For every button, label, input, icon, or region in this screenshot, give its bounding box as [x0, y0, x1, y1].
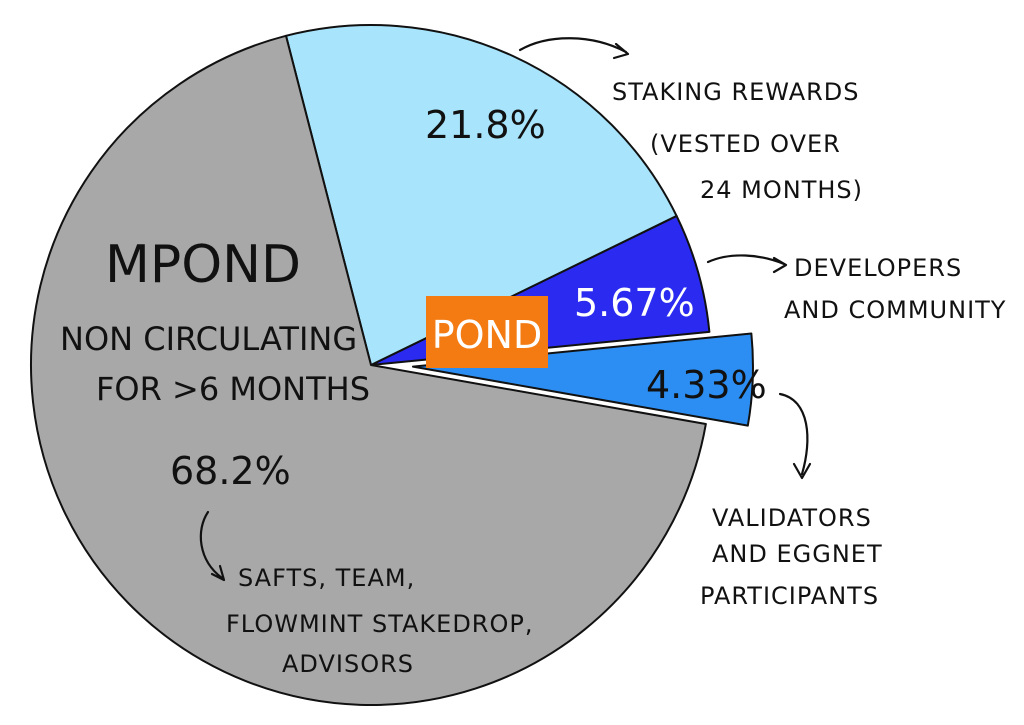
pie-slice-mpond [30, 34, 707, 706]
mpond-heading: MPOND [105, 235, 301, 295]
validators-annotation-line-3: PARTICIPANTS [700, 582, 879, 610]
slice-label-validators: 4.33% [646, 363, 767, 407]
mpond-annotation-line-2: FLOWMINT STAKEDROP, [226, 610, 533, 638]
validators-annotation-line-2: AND EGGNET [712, 540, 883, 568]
mpond-subheading-line-1: NON CIRCULATING [60, 320, 357, 358]
pie-slice-validators [411, 332, 754, 427]
pie-slices [30, 24, 754, 706]
mpond-subheading-line-2: FOR >6 MONTHS [96, 370, 370, 408]
developers-annotation-arrow [706, 254, 788, 274]
validators-annotation-line-1: VALIDATORS [712, 504, 872, 532]
pond-badge: POND [426, 296, 548, 368]
mpond-annotation-arrow [199, 510, 226, 582]
pie-slice-staking [284, 24, 678, 366]
pond-badge-text: POND [432, 313, 543, 357]
mpond-annotation-line-3: ADVISORS [282, 650, 414, 678]
staking-annotation-line-1: STAKING REWARDS [612, 78, 860, 106]
pond-badge-box [426, 296, 548, 368]
developers-annotation-line-2: AND COMMUNITY [784, 296, 1006, 324]
slice-label-staking: 21.8% [425, 103, 546, 147]
slice-label-developers: 5.67% [574, 281, 695, 325]
staking-annotation-arrow [518, 37, 630, 60]
mpond-annotation-line-1: SAFTS, TEAM, [238, 564, 415, 592]
slice-label-mpond: 68.2% [170, 449, 291, 493]
validators-annotation-arrow [778, 392, 812, 480]
staking-annotation-line-3: 24 MONTHS) [700, 176, 863, 204]
staking-annotation-line-2: (VESTED OVER [650, 130, 841, 158]
developers-annotation-line-1: DEVELOPERS [794, 254, 962, 282]
